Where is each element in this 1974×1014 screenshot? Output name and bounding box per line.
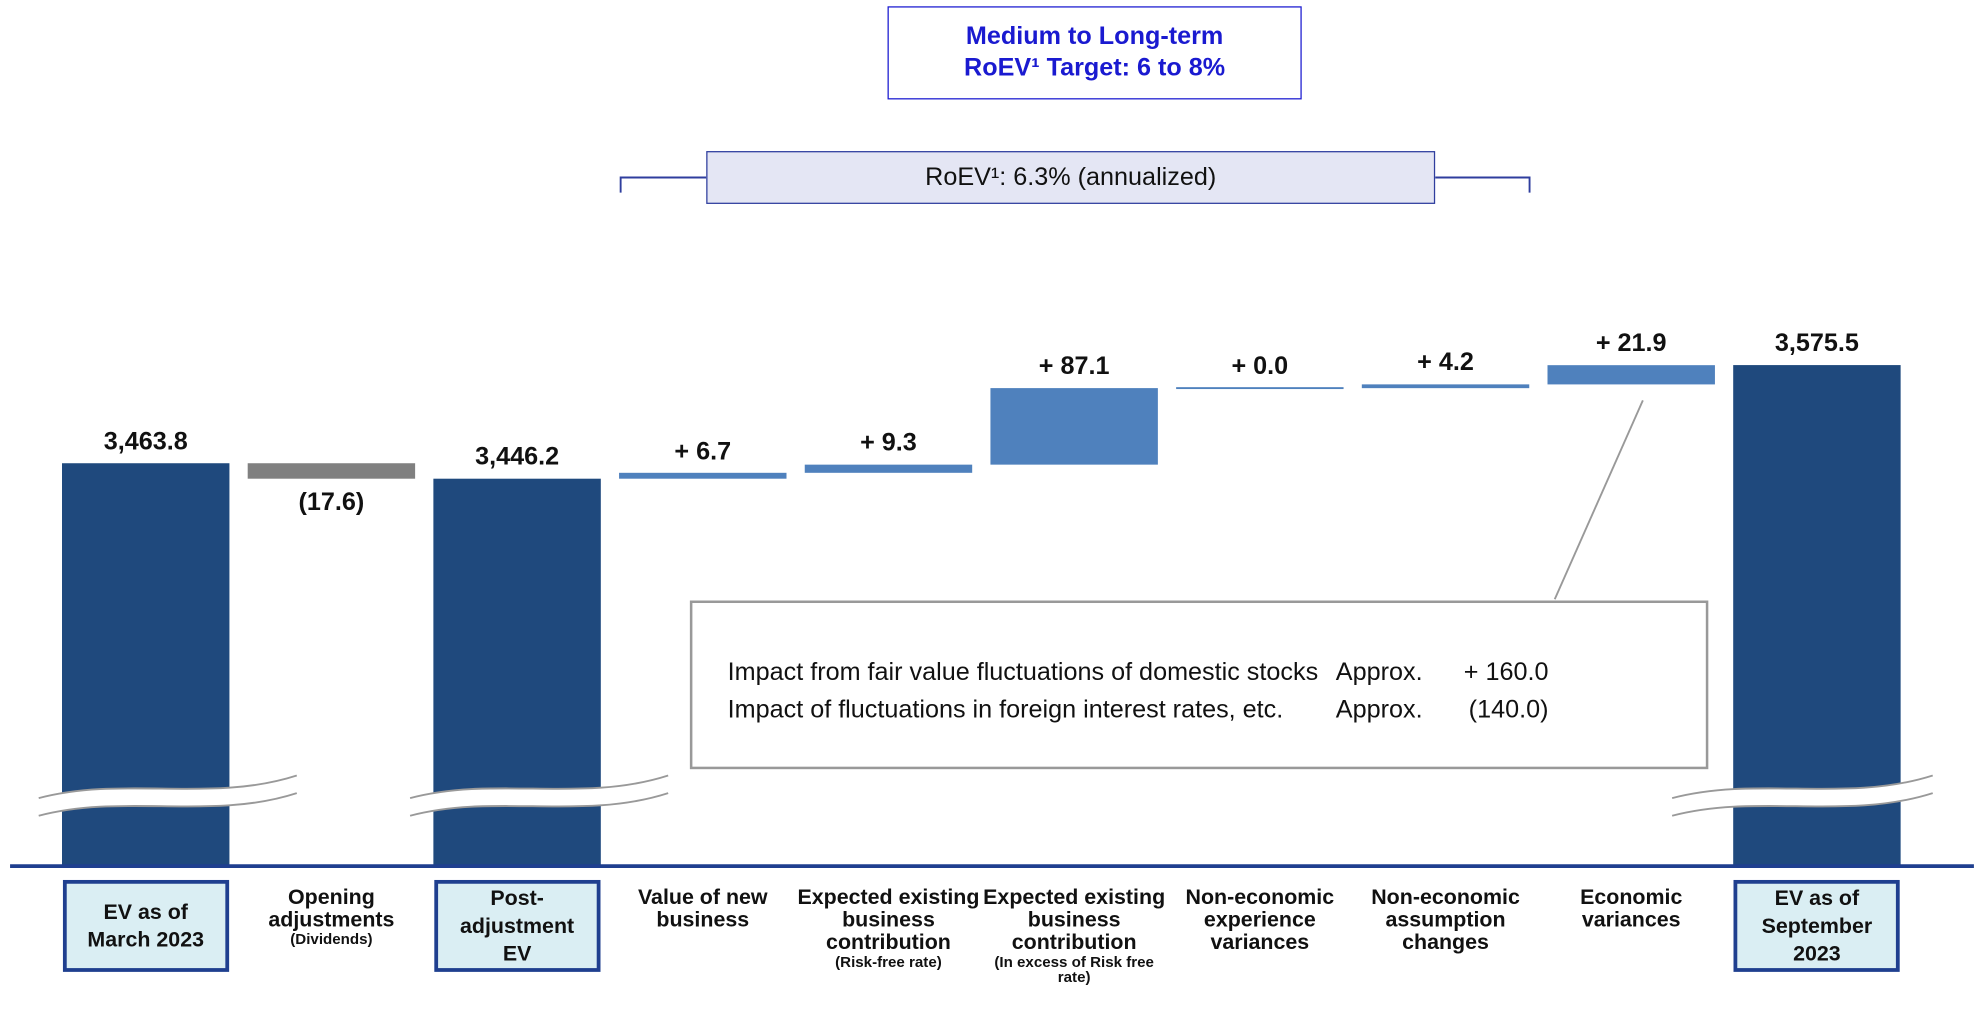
annotation-row: Impact of fluctuations in foreign intere… (728, 691, 1549, 729)
axis-break-line (409, 774, 669, 800)
increase-bar (1547, 365, 1715, 385)
category-box: EV as of March 2023 (62, 879, 229, 972)
category-label-group: Expected existing business contribution(… (982, 885, 1166, 986)
annotation-connector (1553, 399, 1644, 600)
category-label: Non-economic experience variances (1185, 885, 1335, 955)
value-label: + 87.1 (1038, 352, 1110, 381)
value-label: + 9.3 (860, 429, 917, 458)
annotation-cell: + 160.0 (1463, 658, 1549, 687)
increase-bar (804, 464, 973, 473)
category-note: (Risk-free rate) (835, 952, 942, 971)
total-bar (1733, 365, 1901, 867)
increase-bar (990, 388, 1158, 465)
category-label: Expected existing business contribution (797, 885, 980, 955)
decrease-bar (247, 463, 416, 479)
category-label: Economic variances (1580, 885, 1683, 932)
annotation-table: Impact from fair value fluctuations of d… (728, 653, 1549, 729)
category-label-group: Non-economic assumption changes (1354, 886, 1538, 954)
annotation-cell: Impact from fair value fluctuations of d… (727, 658, 1319, 687)
category-label: EV as of March 2023 (87, 899, 205, 952)
value-label: 3,446.2 (475, 443, 560, 472)
increase-bar (619, 472, 787, 479)
category-label-group: Expected existing business contribution(… (797, 885, 981, 971)
roev-box: RoEV¹: 6.3% (annualized) (706, 151, 1436, 204)
value-label: + 0.0 (1231, 351, 1289, 380)
value-label: + 6.7 (674, 437, 732, 466)
category-box: Post-adjustment EV (434, 879, 601, 972)
category-label: EV as of September 2023 (1761, 885, 1873, 965)
annotation-cell: Approx. (1335, 696, 1423, 724)
category-label: Post-adjustment EV (460, 885, 575, 965)
value-label: 3,463.8 (103, 427, 188, 456)
category-box: EV as of September 2023 (1733, 879, 1900, 972)
category-label: Value of new business (637, 885, 768, 932)
annotation-cell: Impact of fluctuations in foreign intere… (727, 696, 1284, 724)
category-label-group: Value of new business (611, 886, 795, 931)
increase-bar (1176, 387, 1344, 390)
category-label-group: Opening adjustments (Dividends) (240, 885, 424, 948)
category-label: Non-economic assumption changes (1371, 885, 1520, 955)
axis-break-line (409, 792, 669, 817)
axis-break-line (38, 792, 298, 817)
value-label: 3,575.5 (1774, 329, 1859, 358)
target-box: Medium to Long-term RoEV¹ Target: 6 to 8… (887, 6, 1302, 100)
annotation-cell: (140.0) (1468, 696, 1549, 724)
axis-break-line (1671, 774, 1934, 800)
annotation-cell: Approx. (1335, 658, 1423, 687)
axis-break-line (38, 774, 298, 800)
category-label-group: Non-economic experience variances (1168, 886, 1352, 954)
value-label: (17.6) (298, 488, 365, 517)
roev-bracket (619, 176, 1531, 193)
value-label: + 21.9 (1595, 329, 1667, 358)
increase-bar (1361, 384, 1530, 389)
category-label: Expected existing business contribution (983, 885, 1166, 955)
annotation-box: Impact from fair value fluctuations of d… (689, 600, 1709, 770)
category-label: Opening adjustments (268, 885, 395, 932)
annotation-row: Impact from fair value fluctuations of d… (728, 653, 1549, 691)
value-label: + 4.2 (1417, 349, 1474, 377)
category-label-group: Economic variances (1539, 886, 1723, 931)
category-note: (Dividends) (290, 930, 373, 948)
category-note: (In excess of Risk free rate) (994, 952, 1154, 986)
axis-break-line (1671, 792, 1934, 817)
